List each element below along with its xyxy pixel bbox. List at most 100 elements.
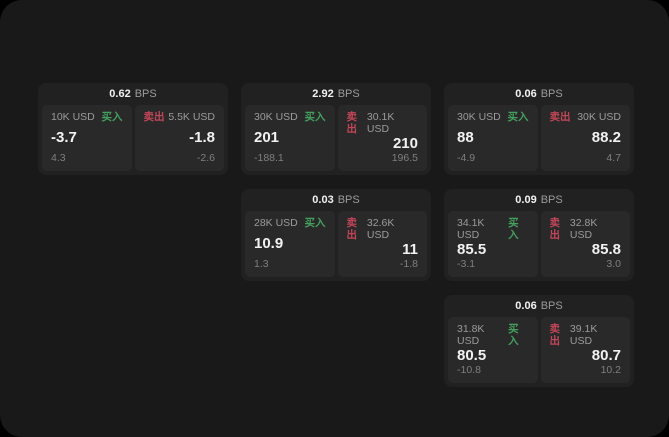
- buy-panel[interactable]: 28K USD 买入 10.9 1.3: [245, 211, 335, 277]
- bps-header: 0.09 BPS: [444, 189, 634, 211]
- quote-card-body: 30K USD 买入 88 -4.9 卖出 30K USD 88.2 4.7: [444, 105, 634, 175]
- sell-price: 80.7: [591, 347, 621, 365]
- quote-card: 0.03 BPS 28K USD 买入 10.9 1.3 卖出 32.6K US…: [241, 189, 431, 281]
- buy-price: 10.9: [254, 235, 284, 253]
- buy-panel-top: 31.8K USD 买入: [457, 323, 529, 347]
- sell-amount: 30K USD: [577, 111, 621, 123]
- sell-side-label: 卖出: [346, 217, 358, 241]
- sell-delta: -1.8: [399, 258, 418, 271]
- buy-panel-top: 28K USD 买入: [254, 217, 326, 230]
- buy-side-label: 买入: [304, 217, 326, 229]
- sell-delta: 196.5: [391, 152, 418, 165]
- bps-header: 0.03 BPS: [241, 189, 431, 211]
- sell-panel[interactable]: 卖出 30K USD 88.2 4.7: [540, 105, 630, 171]
- buy-panel-top: 30K USD 买入: [457, 111, 529, 124]
- buy-delta: 4.3: [51, 152, 66, 165]
- buy-price: 88: [457, 129, 474, 147]
- sell-panel[interactable]: 卖出 30.1K USD 210 196.5: [337, 105, 427, 171]
- buy-panel[interactable]: 31.8K USD 买入 80.5 -10.8: [448, 317, 538, 383]
- buy-side-label: 买入: [508, 323, 519, 347]
- buy-panel-top: 30K USD 买入: [254, 111, 326, 124]
- sell-price: -1.8: [189, 129, 215, 147]
- buy-panel[interactable]: 34.1K USD 买入 85.5 -3.1: [448, 211, 538, 277]
- bps-header: 0.06 BPS: [444, 295, 634, 317]
- buy-delta: -188.1: [254, 152, 284, 165]
- buy-delta: -10.8: [457, 364, 481, 377]
- sell-panel-top: 卖出 30K USD: [549, 111, 622, 124]
- sell-panel[interactable]: 卖出 39.1K USD 80.7 10.2: [540, 317, 630, 383]
- sell-panel[interactable]: 卖出 32.6K USD 11 -1.8: [337, 211, 427, 277]
- sell-side-label: 卖出: [549, 217, 561, 241]
- buy-price: 201: [254, 129, 280, 147]
- sell-amount: 5.5K USD: [168, 111, 215, 123]
- buy-panel-top: 34.1K USD 买入: [457, 217, 529, 241]
- sell-panel[interactable]: 卖出 32.8K USD 85.8 3.0: [540, 211, 630, 277]
- bps-unit-label: BPS: [337, 193, 360, 206]
- quote-card-body: 31.8K USD 买入 80.5 -10.8 卖出 39.1K USD 80.…: [444, 317, 634, 387]
- sell-delta: 3.0: [606, 258, 621, 271]
- sell-side-label: 卖出: [143, 111, 165, 123]
- buy-delta: 1.3: [254, 258, 269, 271]
- bps-value: 0.06: [515, 299, 537, 312]
- quote-cards-grid: 0.62 BPS 10K USD 买入 -3.7 4.3 卖出 5.5K USD: [38, 83, 634, 387]
- buy-amount: 28K USD: [254, 217, 298, 229]
- quote-card-body: 28K USD 买入 10.9 1.3 卖出 32.6K USD 11 -1.8: [241, 211, 431, 281]
- buy-panel[interactable]: 30K USD 买入 201 -188.1: [245, 105, 335, 171]
- bps-unit-label: BPS: [134, 87, 157, 100]
- buy-side-label: 买入: [508, 217, 519, 241]
- sell-amount: 32.8K USD: [569, 217, 598, 241]
- buy-amount: 30K USD: [457, 111, 501, 123]
- sell-panel-top: 卖出 5.5K USD: [143, 111, 216, 124]
- buy-delta: -3.1: [457, 258, 476, 271]
- bps-header: 0.06 BPS: [444, 83, 634, 105]
- sell-panel-top: 卖出 32.6K USD: [346, 217, 419, 241]
- buy-panel[interactable]: 10K USD 买入 -3.7 4.3: [42, 105, 132, 171]
- bps-value: 0.62: [109, 87, 131, 100]
- bps-value: 0.09: [515, 193, 537, 206]
- sell-side-label: 卖出: [346, 111, 358, 135]
- sell-side-label: 卖出: [549, 111, 571, 123]
- bps-header: 0.62 BPS: [38, 83, 228, 105]
- quote-card: 0.06 BPS 31.8K USD 买入 80.5 -10.8 卖出 39.1…: [444, 295, 634, 387]
- buy-panel-top: 10K USD 买入: [51, 111, 123, 124]
- buy-amount: 34.1K USD: [457, 217, 485, 241]
- sell-price: 11: [402, 241, 418, 259]
- buy-side-label: 买入: [101, 111, 123, 123]
- bps-unit-label: BPS: [540, 299, 563, 312]
- quote-card: 0.62 BPS 10K USD 买入 -3.7 4.3 卖出 5.5K USD: [38, 83, 228, 175]
- sell-price: 88.2: [591, 129, 621, 147]
- quote-card: 0.09 BPS 34.1K USD 买入 85.5 -3.1 卖出 32.8K…: [444, 189, 634, 281]
- buy-amount: 31.8K USD: [457, 323, 485, 347]
- sell-delta: 4.7: [606, 152, 621, 165]
- buy-panel[interactable]: 30K USD 买入 88 -4.9: [448, 105, 538, 171]
- buy-amount: 30K USD: [254, 111, 298, 123]
- sell-panel-top: 卖出 39.1K USD: [549, 323, 622, 347]
- sell-amount: 30.1K USD: [366, 111, 395, 135]
- quote-card-body: 10K USD 买入 -3.7 4.3 卖出 5.5K USD -1.8 -2.…: [38, 105, 228, 175]
- sell-amount: 39.1K USD: [569, 323, 598, 347]
- sell-side-label: 卖出: [549, 323, 561, 347]
- buy-delta: -4.9: [457, 152, 476, 165]
- bps-value: 0.06: [515, 87, 537, 100]
- sell-amount: 32.6K USD: [366, 217, 395, 241]
- buy-amount: 10K USD: [51, 111, 95, 123]
- quote-card-body: 34.1K USD 买入 85.5 -3.1 卖出 32.8K USD 85.8…: [444, 211, 634, 281]
- sell-delta: -2.6: [196, 152, 215, 165]
- quote-card: 2.92 BPS 30K USD 买入 201 -188.1 卖出 30.1K …: [241, 83, 431, 175]
- quote-card: 0.06 BPS 30K USD 买入 88 -4.9 卖出 30K USD: [444, 83, 634, 175]
- bps-value: 2.92: [312, 87, 334, 100]
- bps-unit-label: BPS: [337, 87, 360, 100]
- sell-panel[interactable]: 卖出 5.5K USD -1.8 -2.6: [134, 105, 224, 171]
- sell-price: 85.8: [591, 241, 621, 259]
- buy-price: -3.7: [51, 129, 77, 147]
- sell-panel-top: 卖出 32.8K USD: [549, 217, 622, 241]
- buy-price: 85.5: [457, 241, 487, 259]
- bps-unit-label: BPS: [540, 87, 563, 100]
- bps-value: 0.03: [312, 193, 334, 206]
- sell-panel-top: 卖出 30.1K USD: [346, 111, 419, 135]
- sell-delta: 10.2: [600, 364, 621, 377]
- bps-unit-label: BPS: [540, 193, 563, 206]
- buy-side-label: 买入: [507, 111, 529, 123]
- buy-price: 80.5: [457, 347, 487, 365]
